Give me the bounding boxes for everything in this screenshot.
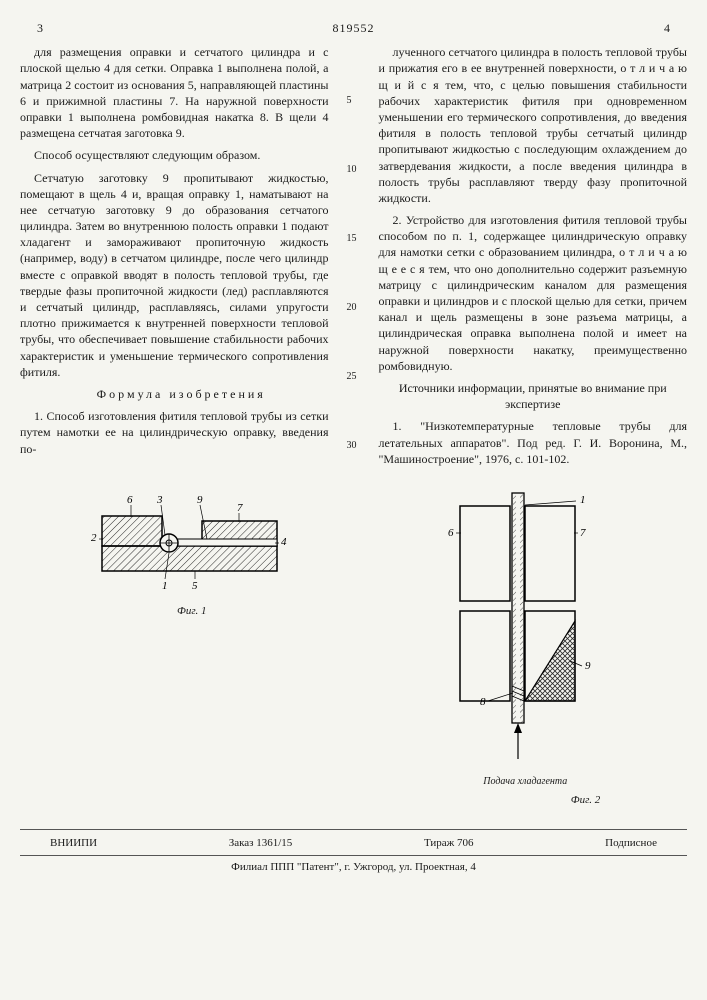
svg-text:4: 4 [281,536,287,548]
line-num: 25 [347,370,361,384]
fig2-arrow-label: Подача хладагента [430,775,620,789]
figure-1: 6 3 9 7 2 4 1 5 Фиг. 1 [87,491,297,619]
left-para-1: для размещения оправки и сетчатого цилин… [20,44,329,141]
page-number-right: 4 [647,20,687,36]
figure-1-svg: 6 3 9 7 2 4 1 5 [87,491,297,596]
svg-text:7: 7 [237,502,243,514]
right-para-2: 2. Устройство для изготовления фитиля те… [379,212,688,374]
formula-title: Формула изобретения [20,386,329,402]
figure-2-svg: 1 6 7 8 9 [430,491,620,771]
svg-text:3: 3 [156,494,163,506]
footer-order: Заказ 1361/15 [229,836,293,851]
left-para-2: Способ осуществляют следующим образом. [20,147,329,163]
footer-sub: Подписное [605,836,657,851]
claim-1-start: 1. Способ изготовления фитиля тепловой т… [20,408,329,457]
figure-2: 1 6 7 8 9 Подача хладагента Фиг. 2 [430,491,620,808]
footer: ВНИИПИ Заказ 1361/15 Тираж 706 Подписное… [20,829,687,875]
patent-number: 819552 [60,20,647,36]
right-para-1: лученного сетчатого цилиндра в полость т… [379,44,688,206]
fig1-caption: Фиг. 1 [87,604,297,619]
fig2-caption: Фиг. 2 [430,793,620,808]
line-num: 15 [347,232,361,246]
figures-block: 6 3 9 7 2 4 1 5 Фиг. 1 [20,491,687,808]
svg-text:5: 5 [192,580,198,592]
svg-text:9: 9 [197,494,203,506]
right-column: лученного сетчатого цилиндра в полость т… [379,44,688,473]
svg-text:7: 7 [580,527,586,539]
footer-tirazh: Тираж 706 [424,836,474,851]
svg-text:6: 6 [448,527,454,539]
source-1: 1. "Низкотемпературные тепловые трубы дл… [379,418,688,467]
svg-text:9: 9 [585,660,591,672]
line-num: 20 [347,301,361,315]
line-number-gutter: 5 10 15 20 25 30 [347,44,361,473]
left-column: для размещения оправки и сетчатого цилин… [20,44,329,473]
page-header: 3 819552 4 [20,20,687,36]
sources-title: Источники информации, принятые во вниман… [379,380,688,412]
text-columns: для размещения оправки и сетчатого цилин… [20,44,687,473]
line-num: 30 [347,439,361,453]
svg-text:1: 1 [580,494,586,506]
footer-address: Филиал ППП "Патент", г. Ужгород, ул. Про… [20,860,687,875]
footer-org: ВНИИПИ [50,836,97,851]
footer-row-1: ВНИИПИ Заказ 1361/15 Тираж 706 Подписное [20,836,687,856]
svg-text:1: 1 [162,580,168,592]
line-num: 10 [347,163,361,177]
svg-text:8: 8 [480,696,486,708]
line-num: 5 [347,94,361,108]
page-number-left: 3 [20,20,60,36]
svg-text:6: 6 [127,494,133,506]
left-para-3: Сетчатую заготовку 9 пропитывают жидкост… [20,170,329,380]
svg-text:2: 2 [91,532,97,544]
